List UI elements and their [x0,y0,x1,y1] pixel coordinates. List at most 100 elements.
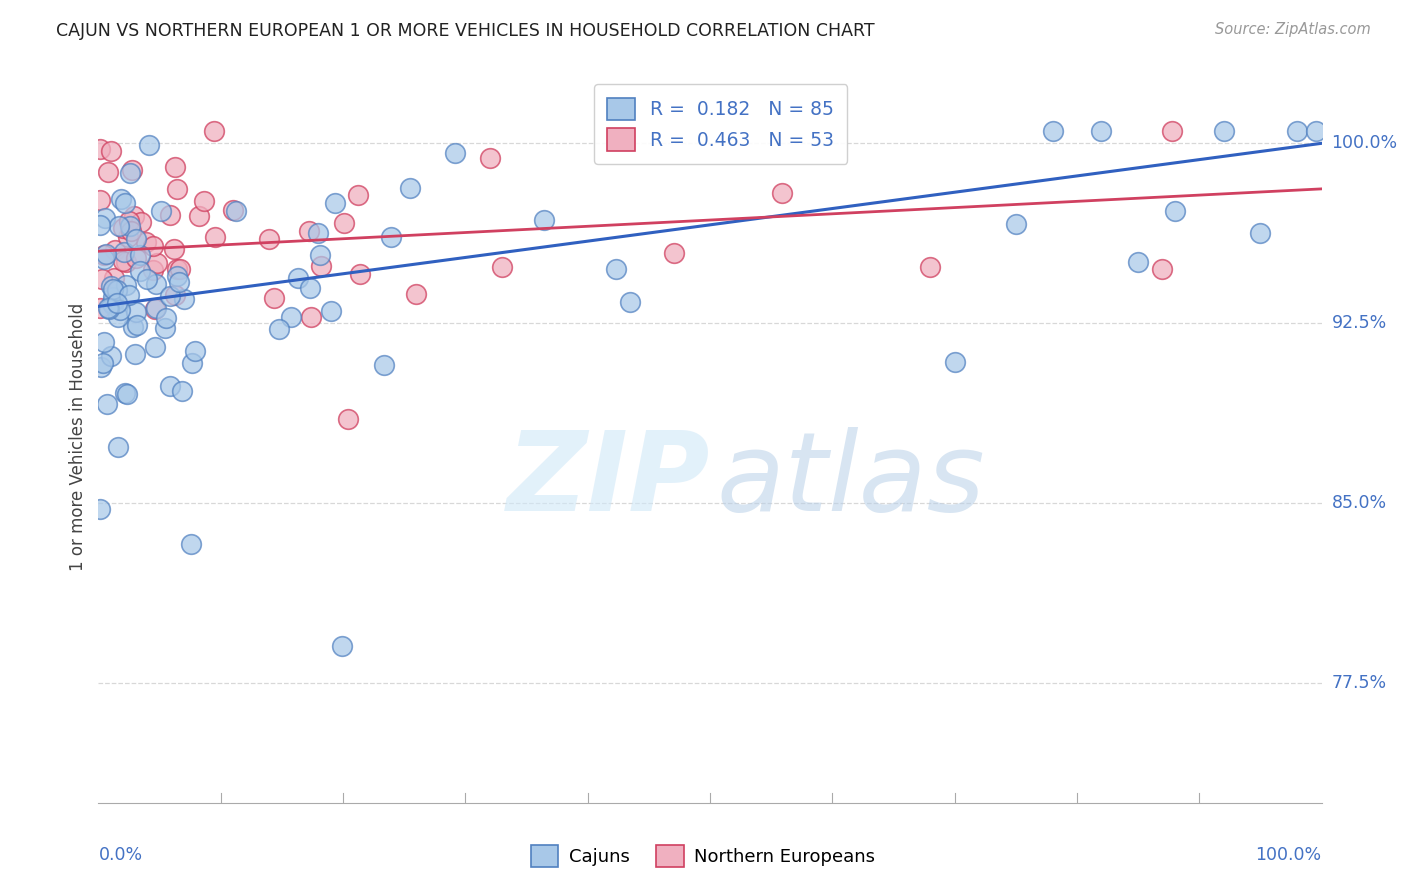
Point [167,276,190,290]
Point [347,188,370,202]
Point [118,219,141,234]
Text: 0.0%: 0.0% [98,846,142,864]
Point [107,440,129,454]
Text: 92.5%: 92.5% [1331,314,1386,332]
Point [165,287,187,301]
Point [136,271,159,285]
Point [93,248,115,262]
Point [159,208,181,222]
Point [142,262,165,277]
Point [319,303,342,318]
Legend: Cajuns, Northern Europeans: Cajuns, Northern Europeans [523,838,883,874]
Point [166,262,188,277]
Point [232,807,254,822]
Text: atlas: atlas [716,427,984,534]
Point [204,229,226,244]
Point [159,378,181,392]
Point [121,162,143,177]
Point [263,291,285,305]
Point [101,298,124,312]
Point [124,347,146,361]
Point [398,181,420,195]
Point [114,195,136,210]
Point [1212,124,1234,138]
Point [619,294,641,309]
Point [405,286,427,301]
Point [138,138,160,153]
Point [125,305,148,319]
Point [330,639,353,653]
Point [97,165,120,179]
Point [112,245,135,260]
Point [114,385,136,400]
Point [180,537,202,551]
Point [1286,124,1309,138]
Point [120,224,142,238]
Text: 100.0%: 100.0% [1256,846,1322,864]
Point [1128,254,1150,268]
Point [143,302,166,317]
Point [373,358,395,372]
Point [143,340,166,354]
Point [101,282,124,296]
Point [309,259,332,273]
Point [478,151,501,165]
Point [169,262,191,277]
Point [298,281,321,295]
Point [276,807,298,822]
Point [307,226,329,240]
Point [129,215,152,229]
Point [89,301,111,316]
Point [128,264,150,278]
Point [149,204,172,219]
Point [91,356,114,370]
Text: Source: ZipAtlas.com: Source: ZipAtlas.com [1215,22,1371,37]
Point [166,182,188,196]
Point [444,145,467,160]
Point [105,283,128,297]
Point [135,235,157,250]
Point [180,356,202,370]
Point [349,267,371,281]
Point [1305,124,1327,138]
Point [257,232,280,246]
Point [1004,217,1026,231]
Point [159,289,181,303]
Point [98,302,121,317]
Point [222,203,245,218]
Point [337,412,360,426]
Point [100,279,122,293]
Point [122,209,145,223]
Point [155,310,177,325]
Point [533,213,555,227]
Point [173,292,195,306]
Point [125,251,148,265]
Point [89,142,111,156]
Y-axis label: 1 or more Vehicles in Household: 1 or more Vehicles in Household [69,303,87,571]
Point [145,301,167,315]
Point [664,246,686,260]
Point [97,301,120,315]
Point [1150,261,1173,276]
Point [202,124,225,138]
Point [1161,124,1184,138]
Point [93,335,115,350]
Point [110,303,132,318]
Point [1250,226,1272,240]
Point [100,349,122,363]
Point [127,318,149,332]
Point [125,231,148,245]
Point [107,310,129,325]
Point [299,310,322,325]
Point [115,278,138,293]
Point [100,296,122,310]
Point [188,209,211,223]
Point [89,218,111,232]
Point [1164,204,1187,219]
Point [121,320,143,334]
Point [605,261,627,276]
Point [107,219,129,234]
Point [111,254,134,268]
Point [115,255,138,269]
Point [101,290,124,304]
